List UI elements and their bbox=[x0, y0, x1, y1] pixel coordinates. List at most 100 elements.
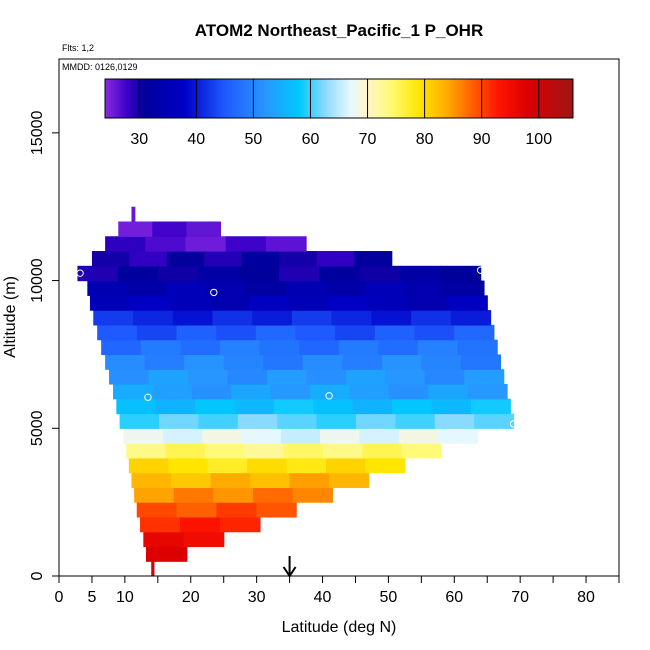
data-cell bbox=[434, 413, 475, 429]
data-cell bbox=[328, 295, 369, 311]
data-cell bbox=[248, 295, 290, 311]
colorbar-tick-label: 50 bbox=[244, 131, 262, 148]
data-cell bbox=[245, 280, 287, 296]
data-cell bbox=[166, 280, 207, 296]
data-cell bbox=[474, 413, 515, 429]
data-cell bbox=[292, 487, 334, 503]
data-cell bbox=[354, 251, 393, 267]
data-cell bbox=[210, 472, 251, 488]
x-tick-label: 40 bbox=[314, 589, 332, 606]
y-tick-label: 10000 bbox=[29, 258, 46, 303]
data-cell bbox=[209, 295, 250, 311]
data-cell bbox=[123, 428, 164, 444]
data-cell bbox=[116, 398, 157, 415]
data-cell bbox=[359, 265, 401, 282]
data-cell bbox=[263, 354, 304, 370]
data-cell bbox=[136, 324, 178, 341]
data-cell bbox=[237, 413, 278, 429]
data-cell bbox=[316, 413, 357, 429]
data-cell bbox=[447, 295, 488, 311]
data-cell bbox=[89, 295, 131, 311]
data-cell bbox=[364, 280, 406, 296]
data-cell bbox=[319, 265, 361, 282]
data-cell bbox=[342, 354, 383, 370]
data-cell bbox=[291, 310, 333, 326]
data-cell bbox=[213, 487, 254, 503]
data-cell bbox=[277, 413, 318, 429]
data-cell bbox=[421, 354, 462, 370]
data-cell bbox=[151, 561, 155, 576]
data-cell bbox=[140, 339, 181, 356]
data-cell bbox=[252, 310, 293, 326]
data-cell bbox=[359, 428, 400, 444]
data-cell bbox=[173, 487, 215, 503]
data-cell bbox=[259, 339, 300, 356]
data-cell bbox=[195, 398, 236, 415]
data-cell bbox=[186, 221, 222, 237]
data-cell bbox=[169, 295, 210, 311]
data-cell bbox=[295, 324, 336, 341]
data-cell bbox=[165, 443, 206, 459]
data-cell bbox=[126, 443, 167, 459]
data-cell bbox=[335, 324, 376, 341]
sample-point bbox=[76, 269, 84, 277]
data-cell bbox=[105, 236, 146, 252]
data-cell bbox=[159, 413, 200, 429]
data-cell bbox=[136, 502, 178, 518]
y-axis-label: Altitude (m) bbox=[2, 276, 19, 358]
x-tick-label: 0 bbox=[55, 589, 64, 606]
data-cell bbox=[219, 516, 261, 533]
data-cell bbox=[362, 443, 403, 459]
data-cell bbox=[400, 265, 441, 282]
data-cell bbox=[306, 369, 347, 385]
x-axis-label: Latitude (deg N) bbox=[282, 619, 397, 636]
data-cell bbox=[320, 428, 361, 444]
y-tick-label: 0 bbox=[29, 571, 46, 580]
data-cell bbox=[256, 502, 297, 518]
data-cell bbox=[444, 280, 485, 296]
data-cell bbox=[326, 457, 367, 474]
data-cell bbox=[440, 265, 482, 282]
data-cell bbox=[302, 354, 343, 370]
data-cell bbox=[286, 457, 327, 474]
data-cell bbox=[129, 295, 171, 311]
sample-point bbox=[210, 288, 218, 297]
data-cell bbox=[374, 324, 416, 341]
flights-label: Flts: 1,2 bbox=[62, 43, 94, 53]
data-cell bbox=[411, 310, 452, 326]
data-cell bbox=[188, 369, 229, 385]
data-cell bbox=[285, 280, 326, 296]
data-cell bbox=[185, 236, 227, 252]
data-cell bbox=[87, 280, 128, 296]
data-cell bbox=[148, 369, 189, 385]
data-cell bbox=[255, 324, 297, 341]
data-cell bbox=[176, 324, 217, 341]
x-tick-label: 80 bbox=[577, 589, 595, 606]
data-cell bbox=[198, 413, 239, 429]
y-tick-label: 15000 bbox=[29, 111, 46, 156]
colorbar-tick-label: 90 bbox=[473, 131, 491, 148]
data-cell bbox=[288, 295, 329, 311]
data-cell bbox=[134, 487, 175, 503]
data-cell bbox=[212, 310, 253, 326]
data-cell bbox=[289, 472, 330, 488]
sample-point bbox=[476, 266, 485, 274]
data-cell bbox=[470, 398, 511, 415]
data-cell bbox=[216, 502, 257, 518]
data-cell bbox=[338, 339, 379, 356]
data-cell bbox=[105, 354, 146, 370]
colorbar-tick-label: 60 bbox=[302, 131, 320, 148]
data-cell bbox=[244, 443, 285, 459]
data-cell bbox=[128, 457, 169, 474]
sample-point bbox=[325, 392, 333, 400]
data-cell bbox=[371, 310, 412, 326]
sample-point bbox=[509, 420, 518, 428]
data-cell bbox=[398, 428, 439, 444]
x-tick-label: 50 bbox=[380, 589, 398, 606]
data-cell bbox=[438, 428, 478, 444]
data-cell bbox=[166, 251, 205, 267]
sample-points bbox=[76, 266, 518, 428]
colorbar-tick-label: 80 bbox=[416, 131, 434, 148]
data-cell bbox=[118, 221, 153, 237]
x-axis: 0 5 10 20 30 40 50 60 70 80 bbox=[55, 576, 620, 606]
